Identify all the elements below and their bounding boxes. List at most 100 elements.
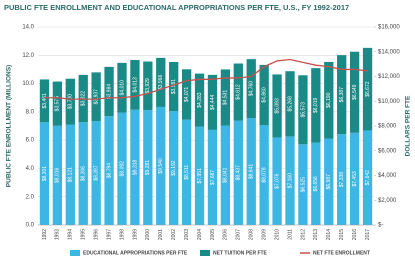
value-label: $6,387 [339,87,345,103]
y2-tick-label: $14,000 [378,49,400,55]
bar-segment [362,47,373,131]
y2-tick-label: $- [378,223,383,229]
bar-segment [220,69,231,126]
y2-tick-label: $2,000 [378,198,397,204]
bar-segment [233,120,243,225]
y-tick-label: 10.0 [22,81,34,87]
value-label: $4,531 [223,90,229,106]
bar-segment [246,59,256,119]
value-label: $4,612 [236,84,242,100]
bar-segment [349,51,360,133]
value-label: $4,860 [261,87,267,103]
bar-segment [298,144,308,225]
bar-segment [337,134,347,225]
chart-title: PUBLIC FTE ENROLLMENT AND EDUCATIONAL AP… [4,3,349,12]
bar-segment [104,116,114,225]
bar-segment [130,109,140,225]
value-label: $5,093 [274,98,280,114]
value-label: $3,575 [55,96,61,112]
bar-segment [362,130,373,225]
x-tick-label: 2016 [352,229,358,240]
value-label: $7,687 [210,170,216,186]
y-tick-label: 4.0 [26,166,35,172]
value-label: $7,160 [287,173,293,189]
value-label: $6,525 [300,177,306,193]
bar-segment [130,60,140,110]
x-tick-label: 2005 [210,229,216,240]
legend-swatch [200,250,210,256]
x-tick-label: 2000 [145,229,151,240]
y2-tick-label: $12,000 [378,74,400,80]
y-tick-label: 6.0 [26,138,35,144]
bar-segment [311,68,321,143]
value-label: $5,573 [300,102,306,118]
value-label: $4,071 [184,87,190,103]
value-label: $3,929 [145,78,151,94]
x-tick-label: 2007 [236,229,242,240]
bar-segment [39,79,50,123]
bar-segment [194,73,205,127]
value-label: $7,951 [197,168,203,184]
y-tick-label: 12.0 [22,53,34,59]
value-label: $6,190 [326,92,332,108]
bar-segment [324,61,334,139]
value-label: $9,192 [171,160,177,176]
bar-segment [117,62,127,113]
x-tick-label: 1994 [68,229,74,240]
value-label: $8,397 [93,165,99,181]
value-label: $3,937 [93,89,99,105]
value-label: $4,283 [197,92,203,108]
x-tick-label: 2012 [300,229,306,240]
y2-tick-label: $8,000 [378,124,397,130]
y2-tick-label: $6,000 [378,148,397,154]
value-label: $7,076 [274,173,280,189]
legend-swatch [70,250,80,256]
x-tick-label: 1997 [106,229,112,240]
value-label: $6,019 [313,98,319,114]
value-label: $8,794 [106,163,112,179]
value-label: $3,981 [171,79,177,95]
y-tick-label: 8.0 [26,109,35,115]
x-tick-label: 1999 [132,229,138,240]
legend-label: NET TUITION PER FTE [213,250,268,256]
y2-tick-label: $4,000 [378,173,397,179]
value-label: $7,642 [365,170,371,186]
bar-segment [233,63,243,121]
x-tick-label: 1996 [93,229,99,240]
legend-label: EDUCATIONAL APPROPRIATIONS PER FTE [83,250,188,256]
value-label: $9,092 [119,161,125,177]
bar-segment [181,69,192,120]
bar-segment [207,129,218,225]
bar-segment [272,137,282,225]
value-label: $6,672 [365,81,371,97]
bar-segment [349,132,360,225]
x-tick-label: 2014 [326,229,332,240]
bar-segment [311,142,321,225]
value-label: $5,268 [287,96,293,112]
value-label: $8,437 [236,165,242,181]
x-tick-label: 1995 [81,229,87,240]
x-tick-label: 2015 [339,229,345,240]
x-tick-label: 1992 [42,229,48,240]
bar-segment [207,74,218,130]
bar-segment [169,111,179,225]
bar-segment [259,125,269,225]
bar-segment [65,124,75,225]
y-tick-label: 14.0 [22,25,34,31]
x-tick-label: 2004 [197,229,203,240]
x-tick-label: 2013 [313,229,319,240]
bar-segment [156,106,166,225]
bar-segment [285,136,295,225]
value-label: $4,013 [132,77,138,93]
x-tick-label: 1993 [55,229,61,240]
value-label: $7,338 [339,172,345,188]
x-tick-label: 2009 [261,229,267,240]
bar-segment [169,61,179,112]
bar-segment [143,110,153,225]
bar-segment [181,119,192,225]
value-label: $3,966 [158,75,164,91]
x-tick-label: 2006 [223,229,229,240]
x-tick-label: 1998 [119,229,125,240]
value-label: $7,453 [352,171,358,187]
